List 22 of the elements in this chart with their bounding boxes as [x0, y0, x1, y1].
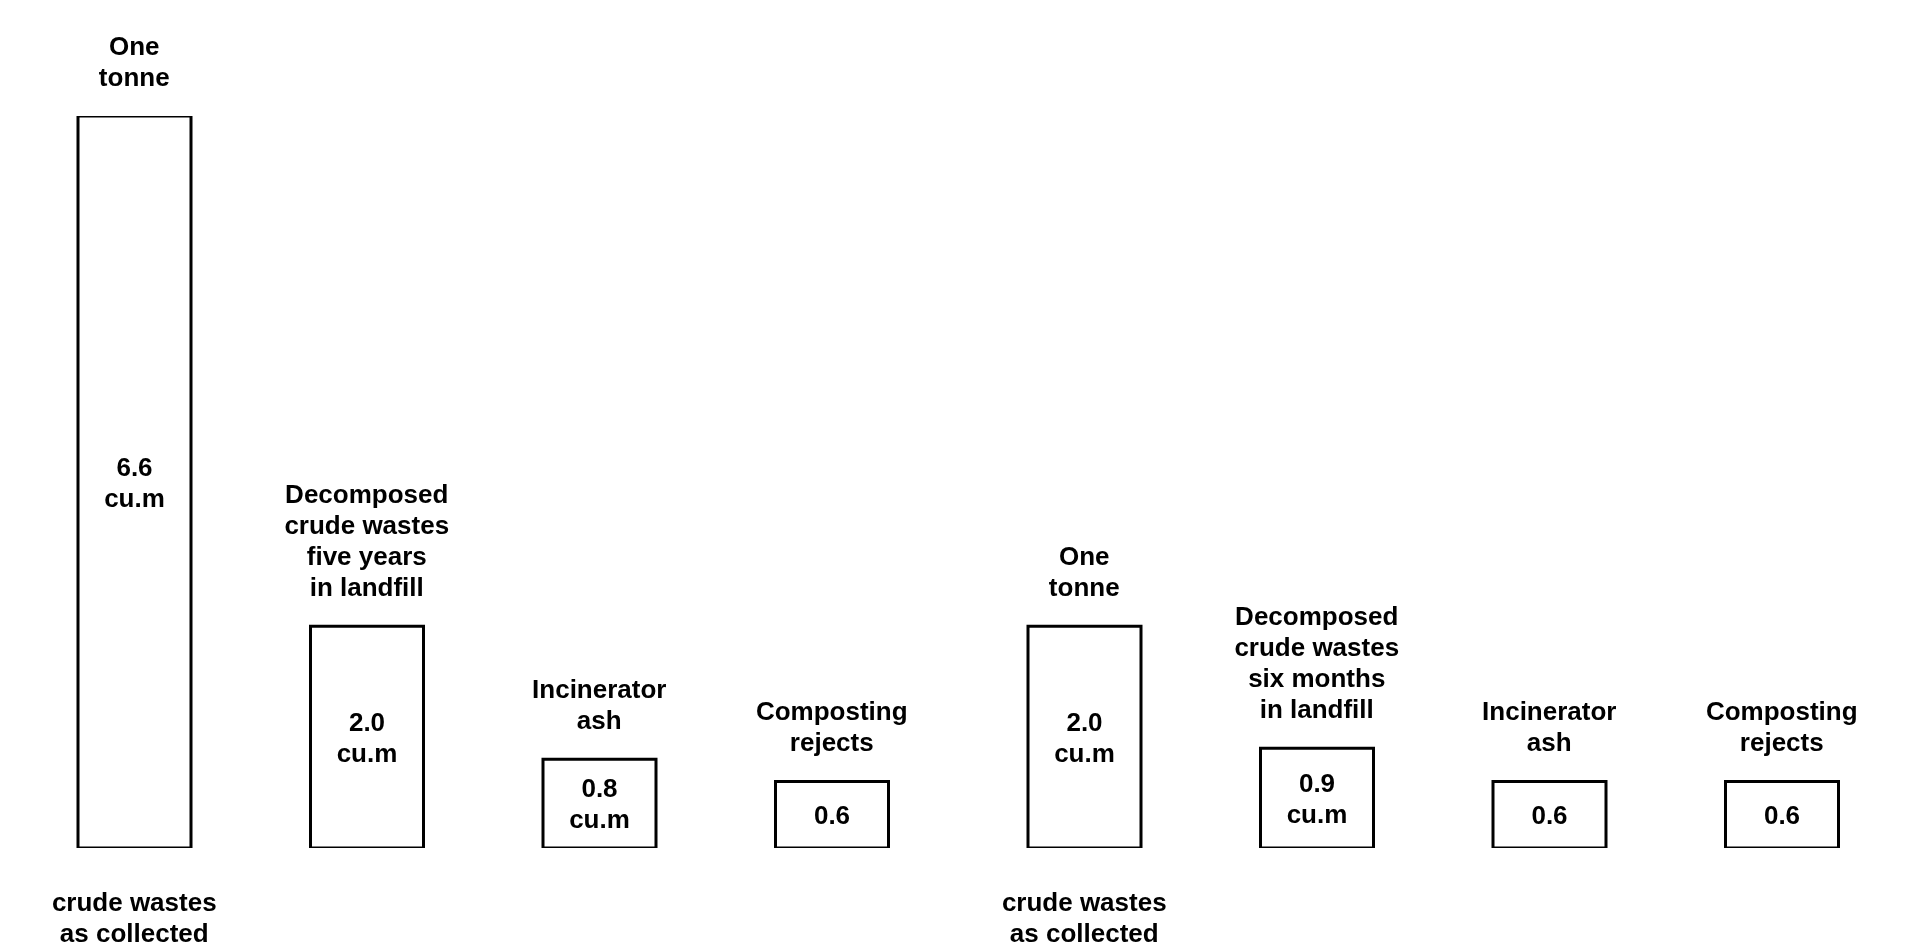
data-label: 2.0 cu.m — [1054, 706, 1115, 768]
x-tick-label: Composting rejects — [1705, 696, 1858, 758]
x-tick-label: Incinerator ash — [1482, 696, 1617, 758]
x-tick-label: Decomposed crude wastes six months in landfill — [1234, 601, 1400, 725]
annotation: One tonne — [1048, 541, 1120, 603]
data-label: 0.6 — [1763, 799, 1801, 830]
bar — [541, 757, 658, 848]
annotation: One tonne — [98, 31, 170, 92]
x-tick-label: Decomposed crude wastes five years in landfill — [284, 479, 450, 603]
data-label: 6.6 cu.m — [104, 451, 165, 513]
data-label: 0.6 — [813, 799, 851, 830]
data-label: 0.9 cu.m — [1286, 767, 1348, 829]
bar — [774, 779, 890, 848]
bar — [309, 624, 425, 848]
x-tick-label: Composting rejects — [755, 696, 908, 758]
data-label: 0.8 cu.m — [569, 773, 630, 835]
x-tick-label: Incinerator ash — [532, 674, 667, 736]
bar — [76, 116, 193, 848]
data-label: 0.6 — [1531, 799, 1568, 830]
data-label: 2.0 cu.m — [336, 706, 398, 768]
x-tick-label: crude wastes as collected — [51, 887, 217, 948]
x-tick-label: crude wastes as collected — [1001, 887, 1167, 948]
